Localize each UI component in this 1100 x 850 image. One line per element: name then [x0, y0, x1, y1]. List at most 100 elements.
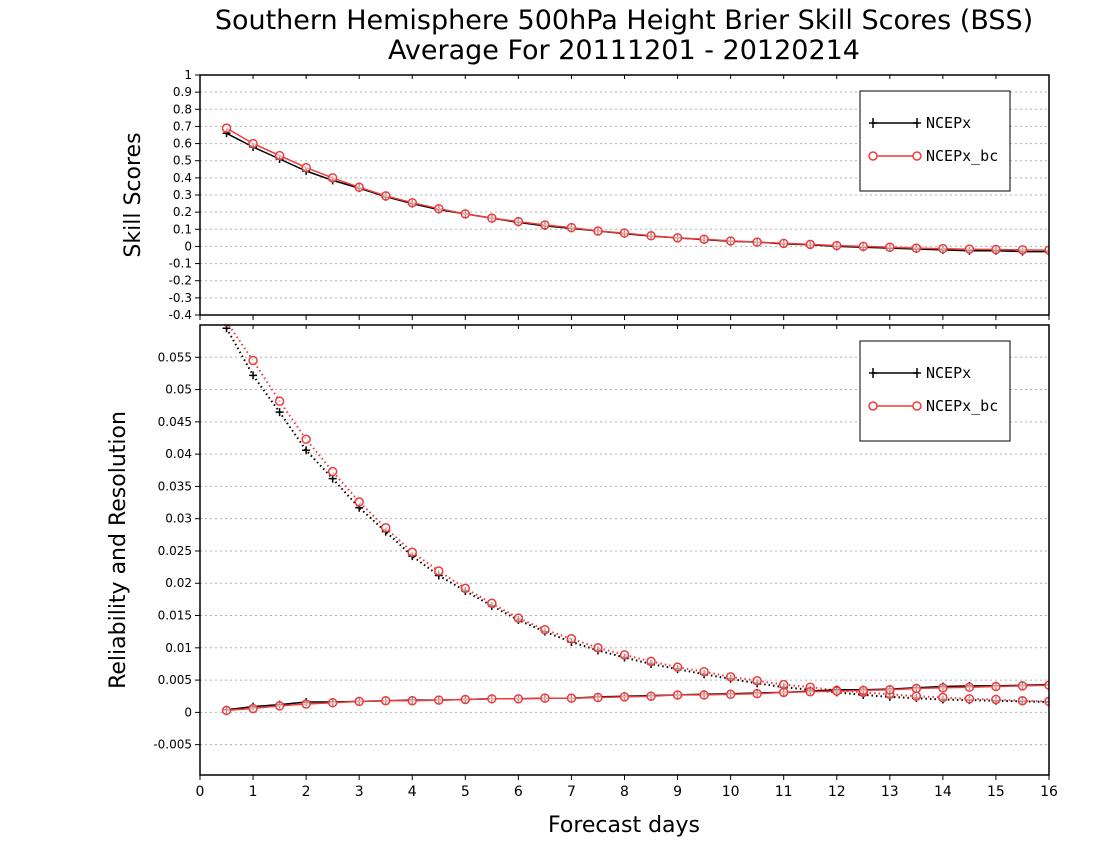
y-tick-label: 0.035: [158, 479, 192, 493]
data-point-circle: [380, 522, 391, 533]
legend-label: NCEPx: [926, 364, 971, 382]
chart-subtitle: Average For 20111201 - 20120214: [388, 35, 860, 66]
legend: NCEPx NCEPx_bc: [859, 340, 1011, 442]
x-tick-label: 4: [408, 784, 417, 800]
data-point-circle: [832, 686, 842, 696]
data-point-circle: [566, 693, 577, 703]
legend-marker-plus: [913, 118, 921, 128]
data-point-circle: [911, 691, 922, 701]
data-point-circle: [805, 239, 815, 250]
data-point-circle: [354, 696, 364, 707]
data-point-circle: [778, 679, 789, 690]
data-point-circle: [752, 675, 762, 686]
y-tick-label: -0.4: [169, 308, 192, 322]
data-point-circle: [858, 685, 869, 696]
y-tick-label: 0.9: [173, 85, 192, 99]
legend-marker-plus: [869, 118, 877, 128]
data-point-circle: [672, 690, 683, 700]
plot-area: [221, 123, 1049, 256]
data-point-circle: [327, 466, 338, 477]
x-tick-label: 7: [567, 784, 576, 800]
legend-marker-plus: [913, 368, 921, 378]
reliability-resolution-panel: 0.055 0.05 0.045 0.04 0.035 0.03 0.025 0.02 0.01…: [106, 324, 1058, 800]
data-point-circle: [885, 242, 895, 253]
data-point-circle: [964, 244, 975, 254]
legend-marker-circle: [868, 401, 878, 411]
data-point-plus: [249, 371, 258, 380]
x-tick-label: 12: [828, 784, 846, 800]
series-line-ncepx_bc-resolution: [227, 325, 1049, 703]
data-point-plus: [302, 446, 311, 455]
data-point-circle: [354, 182, 364, 193]
data-point-circle: [593, 226, 603, 236]
data-point-circle: [540, 624, 550, 635]
data-point-circle: [380, 696, 391, 706]
data-point-circle: [407, 696, 417, 706]
data-point-circle: [646, 656, 656, 667]
x-tick-label: 1: [249, 784, 258, 800]
y-tick-label: 0.7: [173, 119, 192, 133]
x-tick-label: 13: [881, 784, 899, 800]
data-point-circle: [1017, 696, 1028, 706]
data-point-circle: [991, 681, 1001, 692]
y-tick-label: 0.6: [173, 137, 192, 151]
data-point-circle: [619, 692, 630, 702]
data-point-circle: [566, 634, 577, 644]
data-point-circle: [1044, 696, 1049, 707]
data-point-circle: [248, 703, 258, 714]
data-point-circle: [434, 566, 444, 576]
data-point-circle: [1017, 245, 1028, 255]
x-tick-label: 0: [196, 784, 205, 800]
data-point-circle: [991, 244, 1001, 255]
y-tick-label: 0.4: [173, 171, 192, 185]
y-tick-label: 0.01: [165, 641, 192, 655]
x-tick-label: 8: [620, 784, 629, 800]
data-point-circle: [460, 694, 471, 705]
x-tick-label: 9: [673, 784, 682, 800]
data-point-circle: [274, 150, 285, 161]
data-point-circle: [274, 701, 285, 711]
y-tick-label: 0: [184, 239, 192, 253]
data-point-circle: [964, 694, 975, 704]
x-tick-label: 11: [775, 784, 793, 800]
plot-area: [221, 325, 1049, 716]
legend-label: NCEPx: [926, 114, 971, 132]
data-point-circle: [805, 686, 815, 697]
data-point-circle: [911, 243, 922, 253]
legend-box: [859, 340, 1011, 442]
plot-frame: [199, 324, 1050, 776]
data-point-circle: [646, 231, 656, 241]
data-point-circle: [301, 434, 311, 445]
data-point-circle: [699, 234, 709, 244]
data-point-circle: [460, 583, 471, 594]
y-axis-label: Reliability and Resolution: [106, 411, 131, 689]
data-point-circle: [725, 672, 736, 682]
data-point-circle: [221, 705, 232, 716]
y-tick-label: 0.05: [165, 383, 192, 397]
data-point-circle: [1044, 680, 1049, 691]
legend-marker-plus: [869, 368, 877, 378]
data-point-circle: [1017, 681, 1028, 691]
series-line-ncepx-resolution: [225, 327, 1049, 703]
data-point-circle: [911, 683, 922, 694]
data-point-circle: [434, 695, 444, 705]
data-point-circle: [593, 643, 603, 653]
data-point-circle: [487, 598, 497, 609]
data-point-circle: [672, 233, 683, 243]
legend-marker-circle: [912, 401, 922, 411]
x-tick-label: 16: [1040, 784, 1058, 800]
data-point-circle: [646, 691, 656, 701]
data-point-circle: [832, 240, 842, 251]
data-point-circle: [778, 687, 789, 698]
y-tick-label: 0.055: [158, 350, 192, 364]
y-tick-label: 0.03: [165, 512, 192, 526]
data-point-circle: [540, 220, 550, 230]
data-point-circle: [725, 689, 736, 700]
data-point-circle: [752, 688, 762, 699]
data-point-circle: [460, 209, 471, 219]
x-tick-label: 6: [514, 784, 523, 800]
skill-scores-panel: 1 0.9 0.8 0.7 0.6 0.5 0.4 0.3 0.2 0.1 0 -0.1 -0.2 -0.…: [121, 68, 1050, 322]
data-point-circle: [858, 241, 869, 252]
data-point-circle: [274, 396, 285, 406]
